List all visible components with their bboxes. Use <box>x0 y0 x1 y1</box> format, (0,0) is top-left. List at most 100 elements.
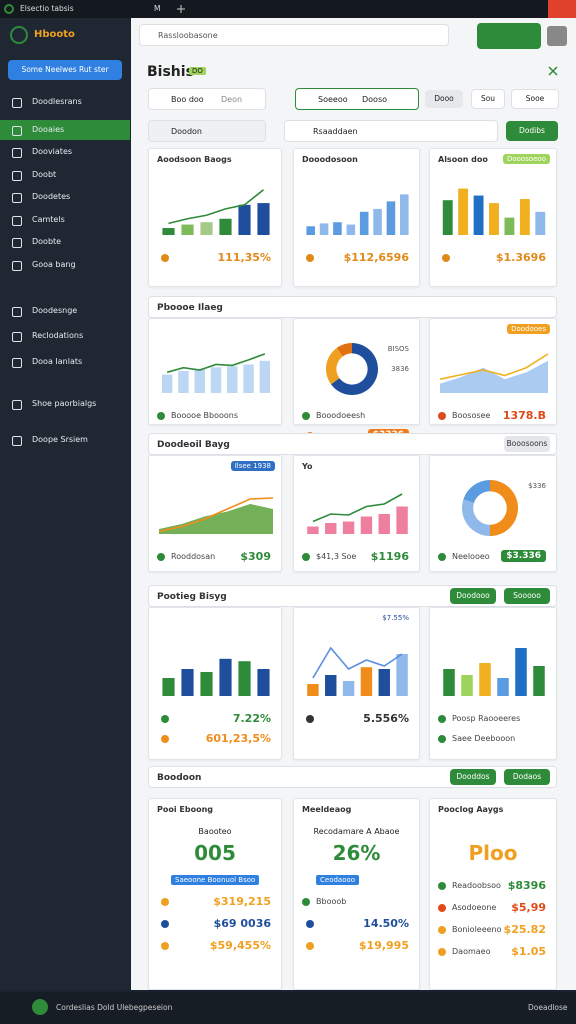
search-filter[interactable]: Rsaaddaen <box>284 120 498 142</box>
close-icon[interactable] <box>548 66 558 76</box>
cta-button[interactable]: Some Neelwes Rut ster <box>8 60 122 80</box>
section-title: Boodoon <box>157 773 202 783</box>
footer-value: $1.3696 <box>495 251 546 264</box>
section-action[interactable]: Doodooo <box>450 588 496 604</box>
footer-icon <box>438 882 446 890</box>
bar <box>378 669 390 696</box>
footer-icon <box>161 898 169 906</box>
bar <box>386 201 396 235</box>
filter-button[interactable]: Dooo <box>425 90 463 108</box>
bar <box>181 669 194 696</box>
footer-label: Readoobsoo <box>452 881 501 890</box>
bar <box>378 514 390 534</box>
bar <box>306 226 315 235</box>
nav-item[interactable]: Dooaies <box>0 119 130 140</box>
section-header: Pootieg Bisyg Doodooo Sooooo <box>148 585 557 607</box>
footer-icon <box>302 412 310 420</box>
search-placeholder: Rassloobasone <box>158 31 218 40</box>
footer-value: $1196 <box>370 550 409 563</box>
card: Pooclog Aaygs Ploo Readoobsoo $8396 Asodoeon… <box>429 798 557 990</box>
new-tab[interactable] <box>176 4 186 14</box>
bar <box>325 675 337 696</box>
card: Meeldeaog Recodamare A Abaoe 26% Ceodaooo Bb… <box>293 798 420 990</box>
footer-label: Boososee <box>452 411 491 420</box>
filter-button[interactable]: Sou <box>471 89 505 109</box>
trend-line <box>168 189 264 225</box>
nav-item[interactable]: Doope Srsiem <box>8 430 128 450</box>
footer-icon <box>438 948 446 956</box>
bar <box>519 199 530 235</box>
tab[interactable]: Elsectio tabsis <box>20 4 74 13</box>
footer-icon <box>438 412 446 420</box>
status-bar: Cordeslias Dold Ulebegpeseion Doeadlose <box>0 992 576 1024</box>
mini-chart <box>307 493 408 534</box>
nav-item[interactable]: Gooa bang <box>8 255 128 275</box>
bar <box>162 228 175 235</box>
bar <box>307 684 319 696</box>
card: Ilsee 1938 Rooddosan $309 <box>148 455 282 572</box>
mini-chart <box>462 480 518 536</box>
footer-icon <box>161 254 169 262</box>
dropdown-label: Soeeoo <box>318 95 348 104</box>
filter-label: Boo doo <box>171 95 204 104</box>
section-action[interactable]: Sooooo <box>504 588 550 604</box>
card-title: Pooclog Aaygs <box>438 805 504 814</box>
footer-icon <box>438 715 446 723</box>
mini-chart <box>162 189 270 235</box>
nav-item[interactable]: Shoe paorbialgs <box>8 394 128 414</box>
footer-icon <box>161 715 169 723</box>
donut-segment <box>326 347 343 385</box>
nav-item[interactable]: Dooa Ianlats <box>8 352 128 372</box>
action-group[interactable] <box>477 23 541 49</box>
filter-box[interactable]: Doodon <box>148 120 266 142</box>
footer-icon <box>438 553 446 561</box>
section-action[interactable]: Booosoons <box>504 436 550 452</box>
nav-item[interactable]: Doodlesrans <box>8 92 128 112</box>
action-button[interactable]: Dodibs <box>506 121 558 141</box>
dropdown[interactable]: Soeeoo Dooso <box>295 88 419 110</box>
dropdown-label: Dooso <box>362 95 388 104</box>
footer-value: $19,995 <box>358 939 409 952</box>
bar <box>458 188 469 235</box>
area <box>440 360 548 393</box>
bar <box>243 364 254 393</box>
status-link[interactable]: Doeadlose <box>528 1003 568 1012</box>
bar <box>219 218 232 235</box>
bar <box>333 222 342 235</box>
section-header: Pboooe Ilaeg <box>148 296 557 318</box>
card: Dooodosoon $112,6596 <box>293 148 420 287</box>
footer-value: $69 0036 <box>213 917 271 930</box>
section-action[interactable]: Dodaos <box>504 769 550 785</box>
footer-icon <box>161 920 169 928</box>
footer-label: Rooddosan <box>171 552 216 561</box>
footer-icon <box>438 926 446 934</box>
nav-item[interactable]: Camtels <box>8 210 128 230</box>
footer-label: Saee Deebooon <box>452 734 516 743</box>
section-action[interactable]: Dooddos <box>450 769 496 785</box>
footer-label: Daomaeo <box>452 947 491 956</box>
tag: Saeoone Boonuol Bsoo <box>171 875 260 885</box>
filter-button[interactable]: Sooe <box>511 89 559 109</box>
close-button[interactable] <box>548 0 576 18</box>
search-box[interactable]: Rassloobasone <box>139 24 449 46</box>
tag: Ceodaooo <box>316 875 360 885</box>
nav-item[interactable]: Reclodations <box>8 326 128 346</box>
filter-group[interactable]: Boo doo Deon <box>148 88 266 110</box>
nav-item[interactable]: Doobt <box>8 165 128 185</box>
donut-segment <box>330 343 378 395</box>
mini-chart <box>306 194 409 235</box>
footer-icon <box>302 898 310 906</box>
logo <box>10 26 28 44</box>
nav-item[interactable]: Doodesnge <box>8 301 128 321</box>
bar <box>194 369 205 393</box>
card-title: Dooodosoon <box>302 155 358 164</box>
trend-line <box>312 646 403 679</box>
nav-item[interactable]: Doobte <box>8 232 128 252</box>
tab[interactable]: M <box>154 4 161 13</box>
nav-item[interactable]: Dooviates <box>8 142 128 162</box>
nav-item[interactable]: Doodetes <box>8 187 128 207</box>
avatar[interactable] <box>547 26 567 46</box>
section-title: Doodeoil Bayg <box>157 440 230 450</box>
